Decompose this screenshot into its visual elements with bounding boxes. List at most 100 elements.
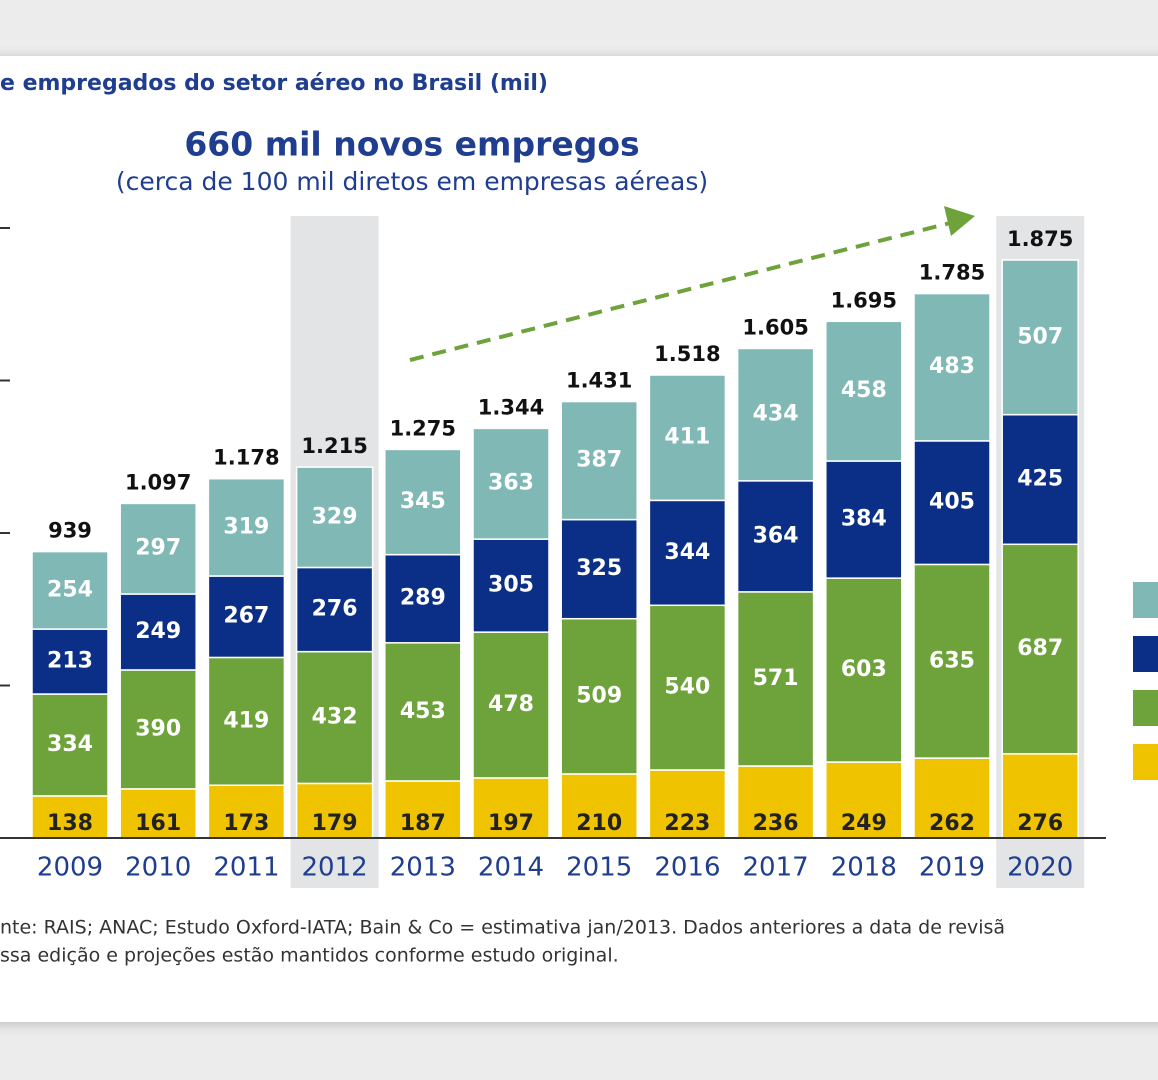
bar-segment bbox=[472, 538, 550, 633]
bar-segment bbox=[560, 518, 638, 620]
x-tick-label: 2015 bbox=[566, 853, 632, 883]
x-tick-label: 2018 bbox=[831, 853, 897, 883]
segment-label: 432 bbox=[312, 705, 358, 730]
segment-label: 262 bbox=[929, 811, 975, 836]
chart-title: e empregados do setor aéreo no Brasil (m… bbox=[0, 71, 548, 96]
legend-swatch bbox=[1133, 690, 1158, 726]
bar-segment bbox=[560, 617, 638, 775]
segment-label: 507 bbox=[1017, 324, 1063, 349]
bar-segment bbox=[295, 650, 374, 785]
segment-label: 453 bbox=[400, 699, 446, 724]
segment-label: 390 bbox=[135, 716, 181, 741]
bar-segment bbox=[31, 693, 109, 797]
segment-label: 297 bbox=[135, 536, 181, 561]
bar-segment bbox=[648, 604, 727, 771]
segment-label: 483 bbox=[929, 354, 975, 379]
total-label: 1.605 bbox=[742, 315, 808, 339]
segment-label: 223 bbox=[664, 811, 710, 836]
bar-segment bbox=[31, 550, 109, 630]
bar-segment bbox=[736, 591, 815, 767]
bar-segment bbox=[825, 320, 903, 462]
trend-arrowhead bbox=[944, 206, 975, 236]
x-tick-label: 2012 bbox=[302, 853, 368, 883]
segment-label: 305 bbox=[488, 573, 534, 598]
legend-swatch bbox=[1133, 582, 1158, 618]
segment-label: 276 bbox=[1017, 811, 1063, 836]
bar-segment bbox=[913, 757, 991, 839]
legend-swatch bbox=[1133, 636, 1158, 672]
bar-segment bbox=[560, 773, 638, 839]
segment-label: 478 bbox=[488, 692, 534, 717]
segment-label: 425 bbox=[1017, 466, 1063, 491]
segment-label: 325 bbox=[576, 556, 622, 581]
total-label: 1.695 bbox=[831, 288, 897, 312]
total-label: 1.431 bbox=[566, 369, 632, 393]
bar-segment bbox=[560, 400, 638, 521]
total-label: 1.344 bbox=[478, 395, 544, 419]
footnote: ssa edição e projeções estão mantidos co… bbox=[0, 945, 619, 967]
segment-label: 276 bbox=[312, 597, 358, 622]
bar-segment bbox=[119, 669, 197, 790]
bar-segment bbox=[31, 795, 109, 839]
segment-label: 179 bbox=[312, 811, 358, 836]
x-tick-label: 2011 bbox=[213, 853, 279, 883]
total-label: 1.875 bbox=[1007, 227, 1073, 251]
bar-segment bbox=[295, 566, 374, 653]
bar-segment bbox=[472, 427, 550, 540]
bar-segment bbox=[1001, 413, 1079, 546]
segment-label: 345 bbox=[400, 489, 446, 514]
bar-segment bbox=[119, 502, 197, 595]
legend-swatch bbox=[1133, 744, 1158, 780]
total-label: 1.785 bbox=[919, 261, 985, 285]
bar-segment bbox=[384, 780, 462, 839]
total-label: 939 bbox=[48, 519, 92, 543]
x-tick-label: 2017 bbox=[743, 853, 809, 883]
segment-label: 161 bbox=[135, 811, 181, 836]
segment-label: 249 bbox=[841, 811, 887, 836]
segment-label: 254 bbox=[47, 577, 93, 602]
bar-segment bbox=[648, 374, 727, 502]
segment-label: 387 bbox=[576, 448, 622, 473]
headline: 660 mil novos empregos bbox=[184, 125, 639, 164]
x-tick-label: 2019 bbox=[919, 853, 985, 883]
segment-label: 173 bbox=[223, 811, 269, 836]
x-tick-label: 2016 bbox=[654, 853, 720, 883]
x-tick-label: 2010 bbox=[125, 853, 191, 883]
bar-segment bbox=[913, 440, 991, 566]
bar-segment bbox=[384, 553, 462, 644]
segment-label: 334 bbox=[47, 732, 93, 757]
segment-label: 405 bbox=[929, 490, 975, 515]
bar-segment bbox=[119, 593, 197, 671]
segment-label: 635 bbox=[929, 648, 975, 673]
segment-label: 210 bbox=[576, 811, 622, 836]
x-tick-label: 2013 bbox=[390, 853, 456, 883]
bar-segment bbox=[295, 466, 374, 569]
bar-segment bbox=[736, 347, 815, 482]
trend-arrow bbox=[409, 219, 959, 362]
subtitle: (cerca de 100 mil diretos em empresas aé… bbox=[116, 167, 708, 196]
segment-label: 363 bbox=[488, 471, 534, 496]
total-label: 1.097 bbox=[125, 470, 191, 494]
bar-segment bbox=[913, 292, 991, 442]
bar-segment bbox=[1001, 753, 1079, 839]
bar-segment bbox=[913, 563, 991, 759]
segment-label: 319 bbox=[223, 514, 269, 539]
segment-label: 187 bbox=[400, 811, 446, 836]
bar-segment bbox=[1001, 259, 1079, 416]
bar-segment bbox=[825, 577, 903, 763]
segment-label: 411 bbox=[664, 425, 710, 450]
segment-label: 540 bbox=[664, 675, 710, 700]
bar-segment bbox=[384, 642, 462, 782]
segment-label: 344 bbox=[664, 540, 710, 565]
bar-segment bbox=[825, 460, 903, 579]
segment-label: 571 bbox=[753, 666, 799, 691]
segment-label: 419 bbox=[223, 708, 269, 733]
segment-label: 458 bbox=[841, 378, 887, 403]
segment-label: 138 bbox=[47, 811, 93, 836]
segment-label: 329 bbox=[312, 504, 358, 529]
segment-label: 267 bbox=[223, 604, 269, 629]
bar-segment bbox=[648, 499, 727, 607]
total-label: 1.518 bbox=[654, 342, 720, 366]
segment-label: 289 bbox=[400, 586, 446, 611]
